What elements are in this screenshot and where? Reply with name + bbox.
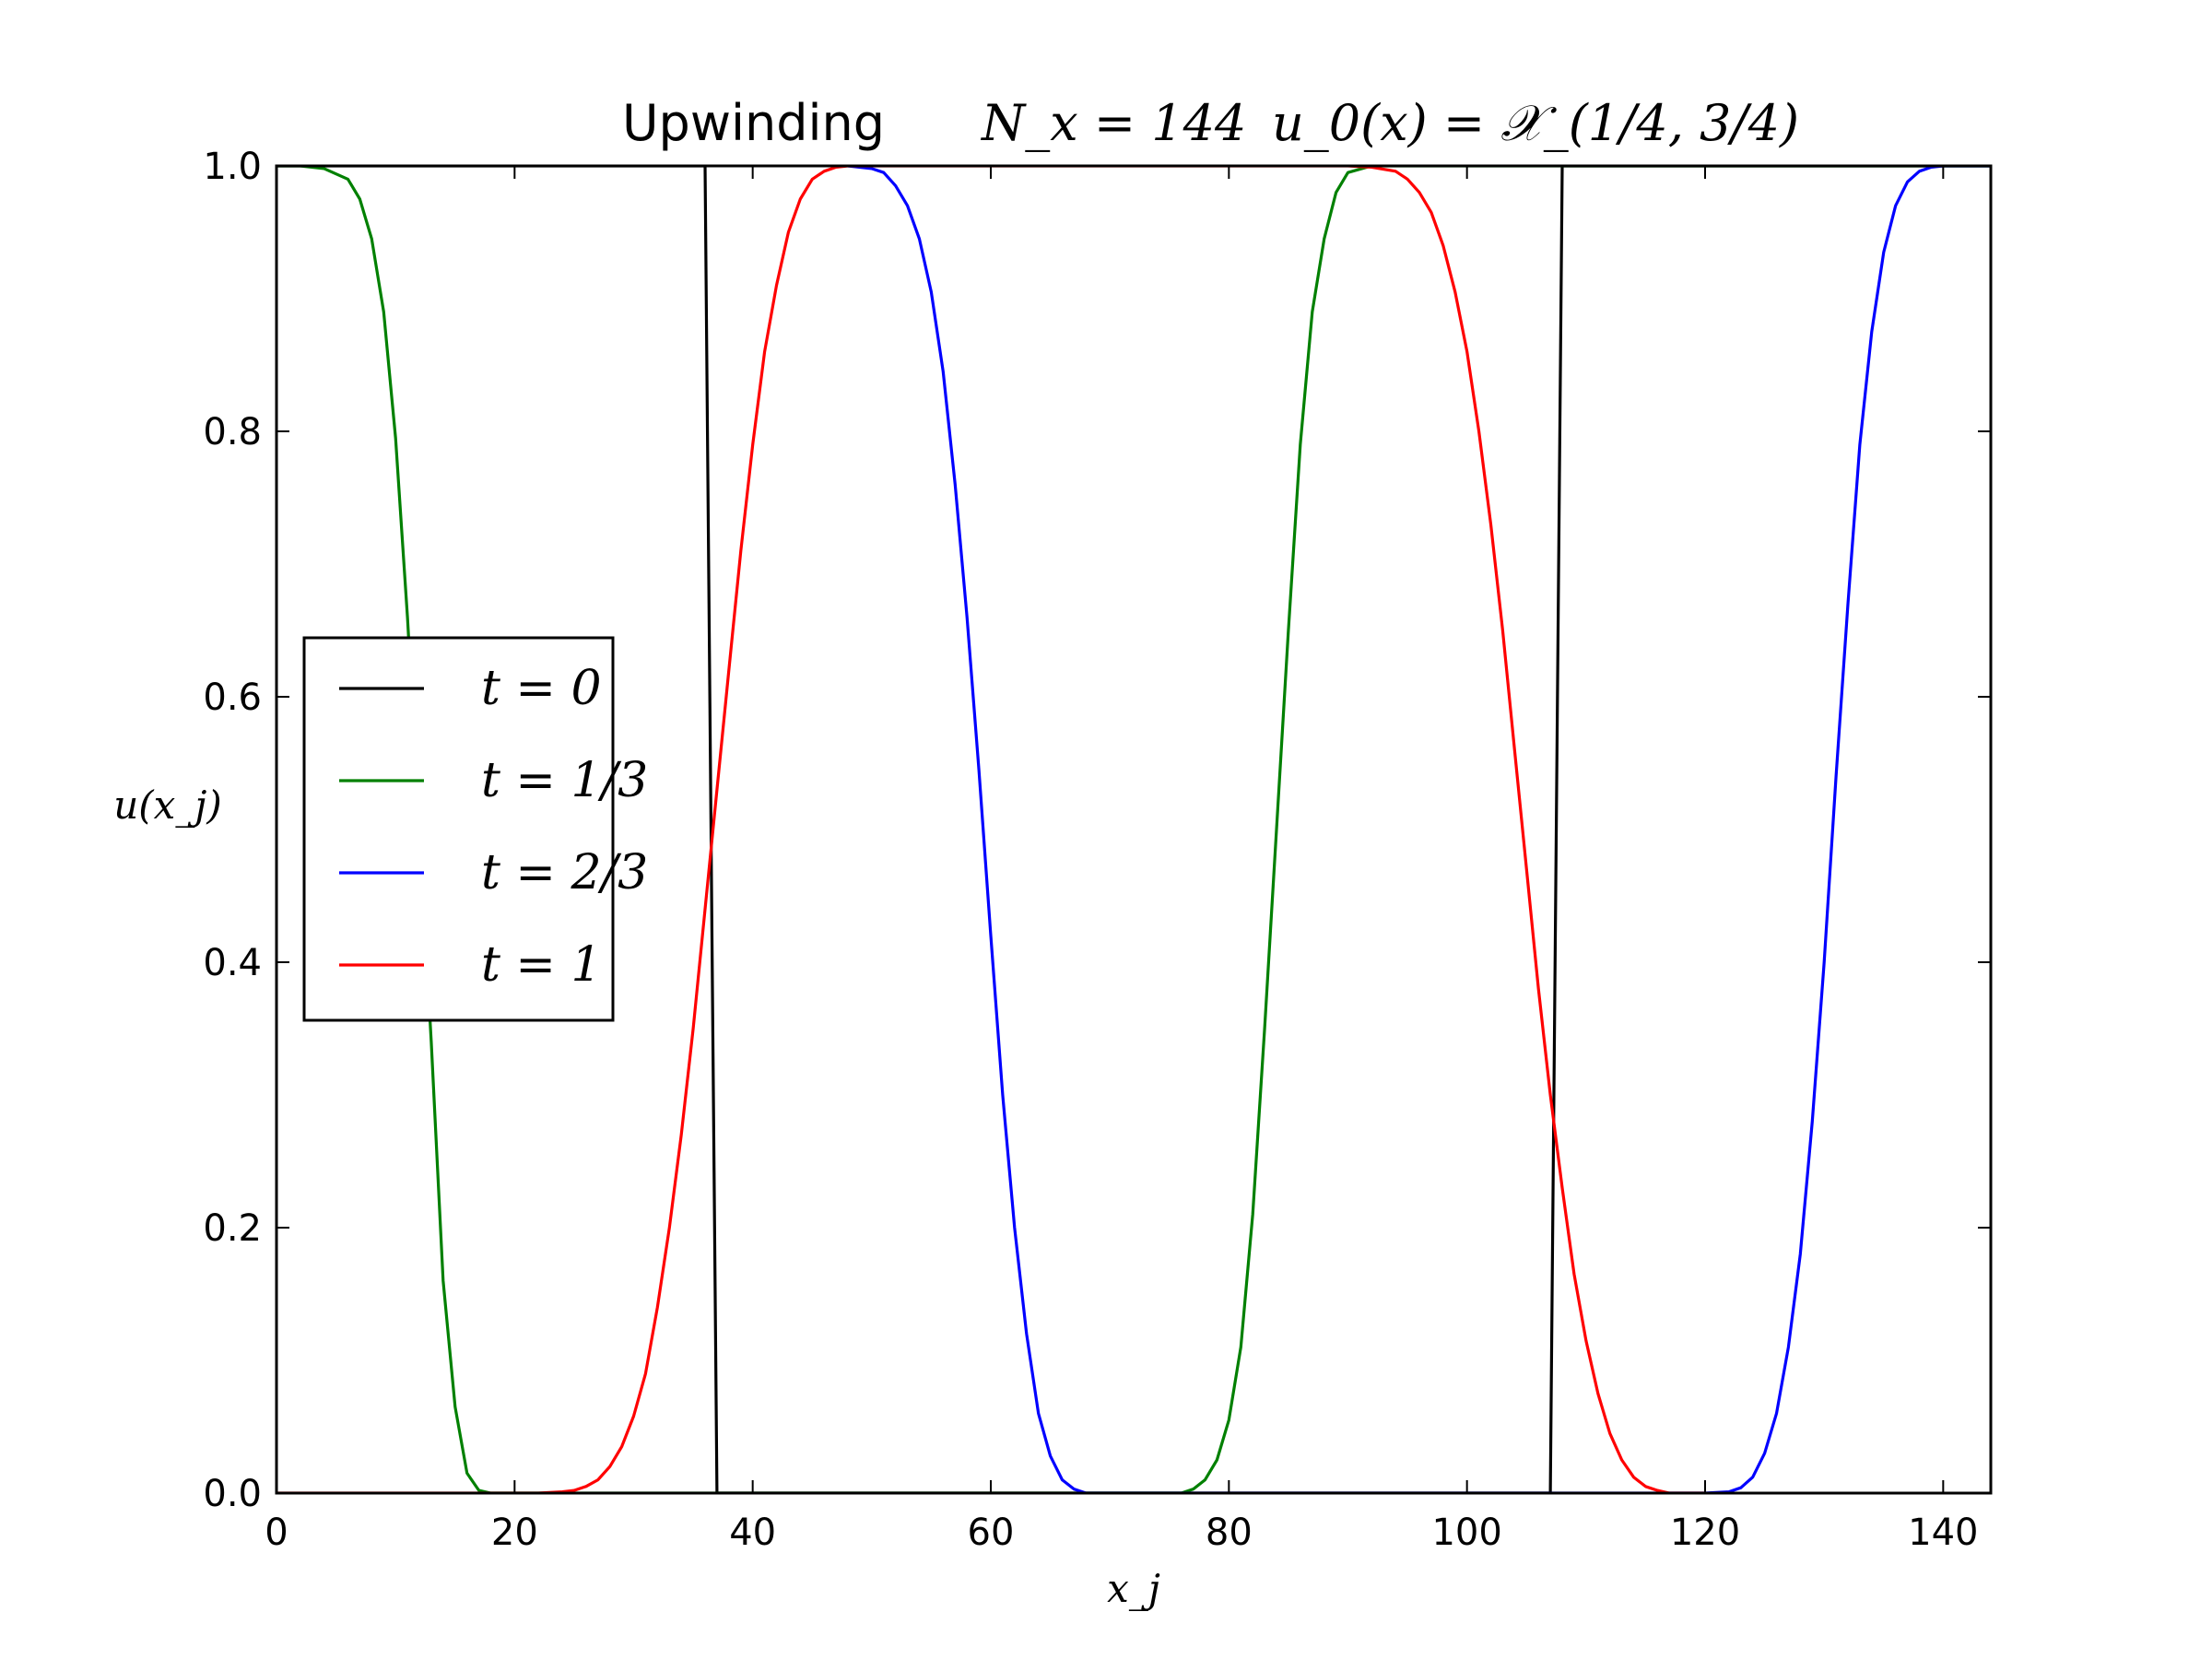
x-tick-label: 120 [1670, 1512, 1740, 1554]
x-tick-label: 140 [1908, 1512, 1978, 1554]
legend-label-1: t = 1/3 [481, 753, 648, 808]
legend-label-2: t = 2/3 [481, 845, 648, 900]
y-tick-label: 0.6 [203, 677, 262, 719]
plot-frame [275, 164, 1993, 1495]
y-tick-label: 1.0 [203, 146, 262, 188]
legend-label-3: t = 1 [481, 937, 602, 993]
x-tick-label: 60 [968, 1512, 1015, 1554]
legend: t = 0 t = 1/3 t = 2/3 t = 1 [302, 636, 648, 1022]
series-line-1 [276, 166, 1991, 1493]
y-tick-label: 0.8 [203, 411, 262, 453]
chart-title: Upwinding [622, 94, 885, 152]
x-tick-label: 40 [729, 1512, 776, 1554]
series-line-3 [276, 166, 1705, 1493]
x-tick-label: 80 [1206, 1512, 1253, 1554]
x-axis-label: x_j [1107, 1566, 1160, 1611]
legend-label-0: t = 0 [481, 661, 602, 716]
series-line-2 [847, 166, 1991, 1493]
x-tick-label: 100 [1431, 1512, 1501, 1554]
chart-title-math-1: N_x = 144 [980, 94, 1246, 152]
y-tick-label: 0.0 [203, 1473, 262, 1515]
y-tick-label: 0.2 [203, 1207, 262, 1250]
series-layer [276, 166, 1991, 1493]
x-tick-label: 0 [265, 1512, 288, 1554]
y-axis-label: u(x_j) [113, 782, 222, 828]
y-tick-label: 0.4 [203, 942, 262, 984]
legend-box [302, 636, 615, 1022]
x-tick-label: 20 [491, 1512, 538, 1554]
tick-layer: 0 20 40 60 80 100 120 140 0.0 0.2 0.4 0.6 0.8 1.0 [203, 146, 1991, 1554]
chart-title-math-2: u_0(x) = 𝒳_(1/4, 3/4) [1272, 94, 1799, 152]
